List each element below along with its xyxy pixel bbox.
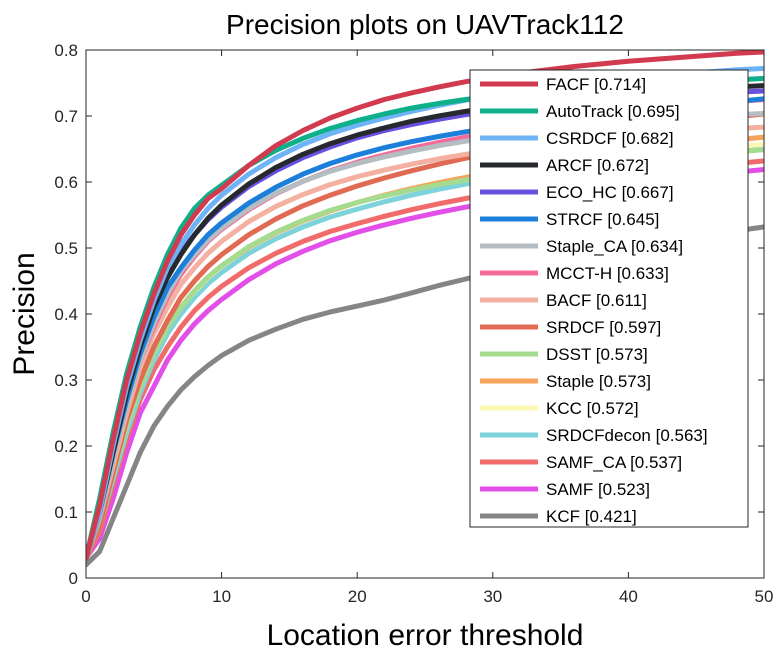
series-line-0 bbox=[86, 50, 764, 561]
y-tick-label: 0 bbox=[69, 569, 78, 588]
y-tick-label: 0.1 bbox=[54, 503, 78, 522]
chart-title: Precision plots on UAVTrack112 bbox=[226, 9, 624, 40]
legend-entry-label: KCC [0.572] bbox=[546, 399, 639, 418]
axis-ticks: 0 10 20 30 40 50 0 0.1 0.2 0.3 0.4 0.5 0.6 0.7 0.8 bbox=[54, 41, 773, 606]
y-axis-title: Precision bbox=[8, 252, 41, 375]
legend: FACF [0.714] AutoTrack [0.695] CSRDCF [0.6… bbox=[469, 69, 749, 528]
legend-entry-label: Staple [0.573] bbox=[546, 372, 651, 391]
legend-entry-label: SRDCFdecon [0.563] bbox=[546, 426, 708, 445]
y-tick-label: 0.7 bbox=[54, 107, 78, 126]
legend-entry-label: STRCF [0.645] bbox=[546, 210, 659, 229]
x-axis-title: Location error threshold bbox=[267, 619, 584, 652]
y-tick-label: 0.8 bbox=[54, 41, 78, 60]
legend-entry-label: MCCT-H [0.633] bbox=[546, 264, 669, 283]
x-tick-label: 30 bbox=[483, 587, 502, 606]
x-tick-label: 20 bbox=[348, 587, 367, 606]
x-tick-label: 10 bbox=[212, 587, 231, 606]
y-tick-label: 0.2 bbox=[54, 437, 78, 456]
x-tick-label: 50 bbox=[755, 587, 774, 606]
legend-entry-label: BACF [0.611] bbox=[546, 291, 647, 310]
plot-frame bbox=[85, 49, 765, 579]
legend-entry-label: DSST [0.573] bbox=[546, 345, 648, 364]
legend-entry-label: FACF [0.714] bbox=[546, 75, 646, 94]
legend-entry-label: CSRDCF [0.682] bbox=[546, 129, 674, 148]
legend-entry-label: ECO_HC [0.667] bbox=[546, 183, 674, 202]
legend-entry-label: AutoTrack [0.695] bbox=[546, 102, 680, 121]
x-tick-label: 0 bbox=[81, 587, 90, 606]
legend-entry-label: Staple_CA [0.634] bbox=[546, 237, 683, 256]
legend-entry-label: SAMF [0.523] bbox=[546, 480, 650, 499]
legend-entry-label: ARCF [0.672] bbox=[546, 156, 649, 175]
x-tick-label: 40 bbox=[619, 587, 638, 606]
legend-entry-label: KCF [0.421] bbox=[546, 507, 637, 526]
legend-entry-label: SRDCF [0.597] bbox=[546, 318, 661, 337]
legend-entry-label: SAMF_CA [0.537] bbox=[546, 453, 682, 472]
y-tick-label: 0.5 bbox=[54, 239, 78, 258]
y-tick-label: 0.6 bbox=[54, 173, 78, 192]
y-tick-label: 0.3 bbox=[54, 371, 78, 390]
y-tick-label: 0.4 bbox=[54, 305, 78, 324]
